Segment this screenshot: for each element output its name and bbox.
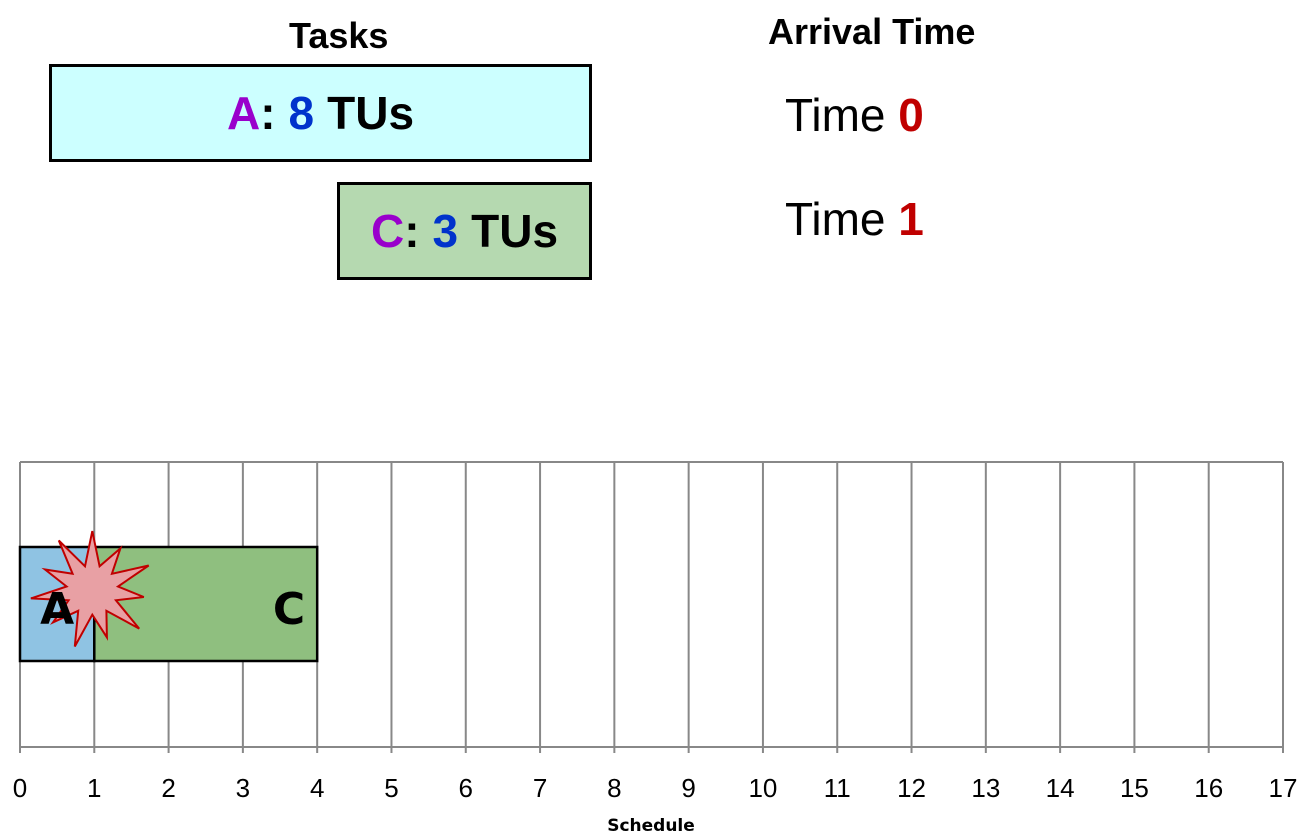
task-c-separator: :: [404, 205, 420, 257]
tasks-heading: Tasks: [289, 15, 389, 56]
x-tick-label-17: 17: [1269, 773, 1298, 803]
arrival-a-prefix: Time: [785, 89, 886, 141]
x-tick-label-11: 11: [824, 773, 851, 803]
x-tick-label-13: 13: [971, 773, 1000, 803]
gantt-bar-a: [18, 545, 96, 663]
task-a-separator: :: [260, 87, 276, 139]
x-tick-label-14: 14: [1046, 773, 1075, 803]
arrival-a-value: 0: [898, 89, 924, 141]
arrival-time-c: Time 1: [785, 194, 924, 244]
task-c-duration: 3: [432, 205, 459, 257]
gantt-bar-c: [93, 545, 319, 663]
x-tick-label-9: 9: [681, 773, 695, 803]
x-tick-label-5: 5: [384, 773, 398, 803]
task-a-name: A: [226, 87, 261, 139]
task-c-name: C: [370, 205, 405, 257]
x-tick-label-1: 1: [87, 773, 101, 803]
x-tick-label-4: 4: [310, 773, 324, 803]
x-tick-label-2: 2: [161, 773, 175, 803]
arrival-c-prefix: Time: [785, 193, 886, 245]
task-c-unit: TUs: [471, 205, 559, 257]
x-tick-label-12: 12: [897, 773, 926, 803]
x-tick-label-10: 10: [748, 773, 777, 803]
task-c-box: C : 3 TUs: [337, 182, 592, 280]
x-tick-label-6: 6: [459, 773, 473, 803]
task-a-box: A : 8 TUs: [49, 64, 592, 162]
x-tick-label-0: 0: [13, 773, 27, 803]
preemption-burst-icon: [30, 530, 150, 647]
x-axis-title: Schedule: [607, 816, 695, 835]
gantt-bar-label-a: A: [40, 584, 74, 635]
x-tick-label-8: 8: [607, 773, 621, 803]
arrival-time-heading: Arrival Time: [768, 11, 976, 52]
gantt-bar-label-c: C: [273, 584, 305, 635]
x-tick-label-16: 16: [1194, 773, 1223, 803]
task-a-duration: 8: [288, 87, 315, 139]
x-tick-label-3: 3: [236, 773, 250, 803]
x-tick-label-7: 7: [533, 773, 547, 803]
x-tick-label-15: 15: [1120, 773, 1149, 803]
arrival-time-a: Time 0: [785, 90, 924, 140]
task-a-unit: TUs: [327, 87, 415, 139]
arrival-c-value: 1: [898, 193, 924, 245]
